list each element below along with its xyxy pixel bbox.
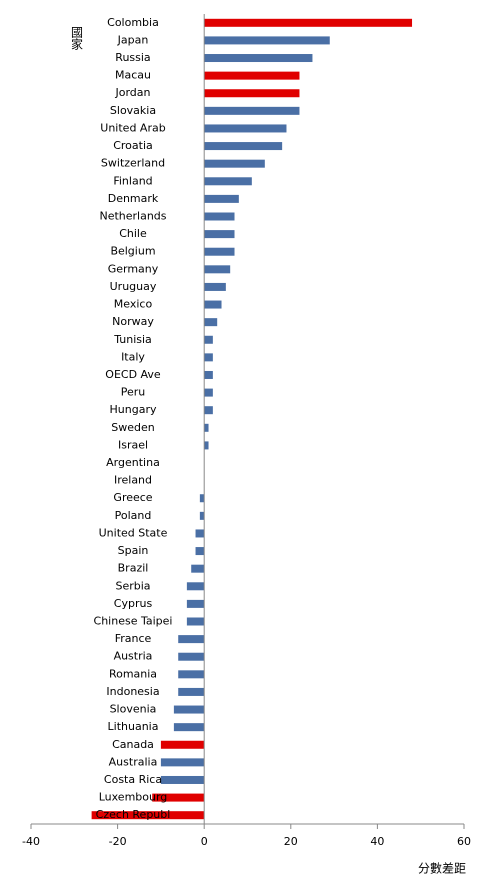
y-tick-label: Switzerland (101, 157, 165, 170)
y-tick-label: Slovenia (110, 703, 157, 716)
y-tick-label: Germany (108, 262, 159, 275)
bar (204, 124, 287, 133)
y-tick-label: Czech Republ (96, 808, 171, 821)
y-tick-label: Netherlands (99, 210, 166, 223)
y-tick-label: Norway (112, 315, 154, 328)
y-tick-label: Russia (115, 51, 150, 64)
bar (199, 511, 205, 520)
bar (204, 388, 213, 397)
bar (204, 423, 209, 432)
x-tick-label: -40 (22, 835, 40, 848)
y-tick-label: Mexico (114, 298, 153, 311)
bar (91, 811, 205, 820)
bar (204, 142, 283, 151)
y-tick-label: Israel (118, 438, 148, 451)
bar (204, 230, 235, 239)
y-tick-label: Luxembourg (99, 791, 168, 804)
bar (178, 687, 205, 696)
bar (195, 547, 205, 556)
y-tick-label: Chile (119, 227, 147, 240)
y-tick-label: Tunisia (113, 333, 152, 346)
y-tick-label: Lithuania (108, 720, 159, 733)
bar (204, 406, 213, 415)
bar (204, 353, 213, 362)
bar (204, 212, 235, 221)
bar (173, 723, 205, 732)
y-tick-label: Canada (112, 738, 154, 751)
bar (204, 89, 300, 98)
x-tick-label: -20 (109, 835, 127, 848)
y-tick-label: Austria (114, 650, 153, 663)
bar (178, 652, 205, 661)
bar (204, 71, 300, 80)
y-tick-label: Spain (118, 544, 149, 557)
bar (204, 247, 235, 256)
bar (186, 599, 205, 608)
y-tick-label: Macau (115, 69, 151, 82)
bar (178, 670, 205, 679)
bar (186, 582, 205, 591)
bar (186, 617, 205, 626)
y-tick-label: Finland (113, 174, 152, 187)
y-tick-label: Japan (117, 33, 149, 46)
y-tick-label: Indonesia (106, 685, 159, 698)
bar (199, 494, 205, 503)
bar (173, 705, 205, 714)
y-axis-title: 國家 (70, 26, 84, 50)
bar (204, 18, 413, 27)
y-tick-label: Brazil (118, 562, 149, 575)
y-tick-label: Denmark (108, 192, 159, 205)
y-tick-label: United Arab (100, 121, 165, 134)
y-tick-label: Ireland (114, 474, 152, 487)
y-tick-label: Chinese Taipei (94, 615, 173, 628)
y-tick-label: Uruguay (110, 280, 157, 293)
x-tick-label: 20 (284, 835, 298, 848)
y-tick-label: Serbia (115, 579, 150, 592)
bar (204, 106, 300, 115)
y-tick-label: Jordan (115, 86, 151, 99)
bar (204, 335, 213, 344)
bar (204, 300, 222, 309)
y-tick-label: United State (99, 526, 168, 539)
y-tick-label: Cyprus (114, 597, 153, 610)
bar (152, 793, 205, 802)
y-tick-label: Australia (109, 755, 158, 768)
y-tick-label: Slovakia (110, 104, 156, 117)
y-tick-label: Sweden (111, 421, 154, 434)
y-tick-label: Hungary (110, 403, 157, 416)
bar (160, 775, 205, 784)
bar (204, 282, 226, 291)
bar (191, 564, 205, 573)
y-tick-label: Belgium (110, 245, 155, 258)
x-axis-title: 分數差距 (418, 862, 466, 876)
bar (204, 370, 213, 379)
bar (195, 529, 205, 538)
y-tick-label: Greece (113, 491, 152, 504)
y-tick-label: OECD Ave (105, 368, 161, 381)
bar (160, 740, 205, 749)
y-tick-label: Croatia (113, 139, 153, 152)
y-tick-label: Romania (109, 667, 157, 680)
y-tick-label: Poland (115, 509, 152, 522)
bar (204, 194, 239, 203)
x-tick-label: 0 (201, 835, 208, 848)
bar (204, 441, 209, 450)
y-tick-label: Costa Rica (104, 773, 162, 786)
y-tick-label: Italy (121, 350, 145, 363)
y-tick-label: Argentina (106, 456, 160, 469)
x-tick-label: 40 (370, 835, 384, 848)
bar (204, 177, 252, 186)
bar (204, 318, 218, 327)
bar (204, 54, 313, 63)
bar (204, 36, 330, 45)
y-tick-label: Peru (121, 386, 146, 399)
y-tick-label: France (115, 632, 152, 645)
y-tick-label: Colombia (107, 16, 159, 29)
x-tick-label: 60 (457, 835, 471, 848)
bar (178, 635, 205, 644)
bar (160, 758, 205, 767)
bar (204, 265, 231, 274)
bar (204, 159, 265, 168)
